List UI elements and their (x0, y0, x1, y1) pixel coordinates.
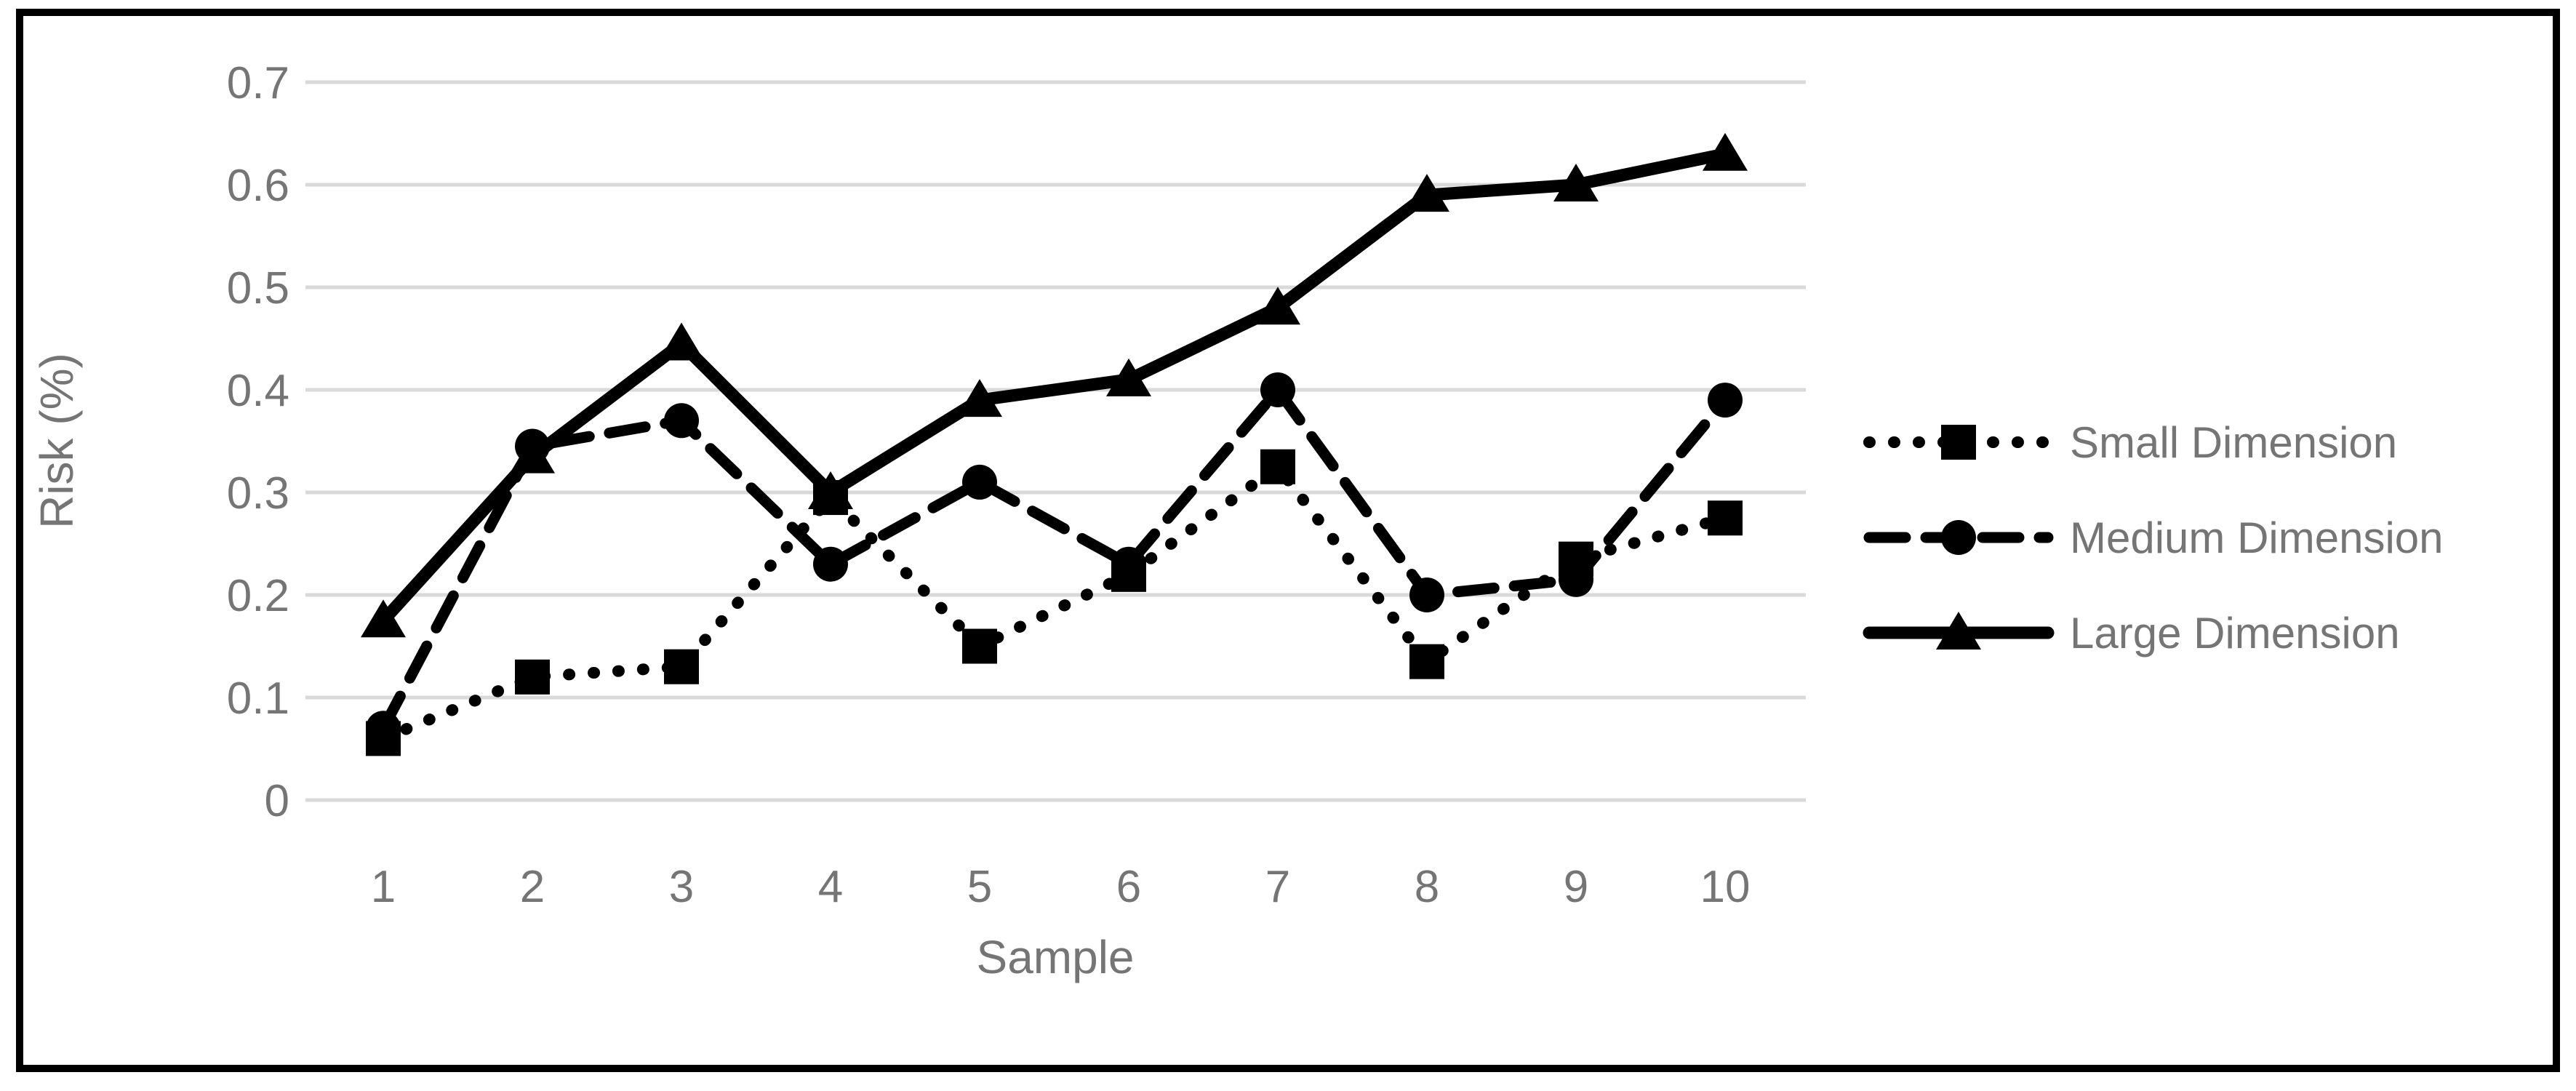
x-tick-label-8: 8 (1415, 862, 1439, 912)
marker-large-dimension-sample-7 (1255, 287, 1300, 325)
x-tick-label-5: 5 (967, 862, 992, 912)
y-tick-label-0.3: 0.3 (227, 468, 289, 519)
marker-large-dimension-sample-9 (1553, 164, 1599, 201)
marker-large-dimension-sample-8 (1404, 174, 1449, 212)
x-tick-label-1: 1 (371, 862, 396, 912)
x-tick-label-10: 10 (1700, 862, 1751, 912)
legend-label-large-dimension: Large Dimension (2070, 609, 2400, 658)
x-tick-label-9: 9 (1564, 862, 1588, 912)
x-tick-label-3: 3 (669, 862, 694, 912)
marker-medium-dimension-sample-1 (366, 711, 401, 746)
marker-medium-dimension-sample-7 (1260, 372, 1295, 407)
series-line-small-dimension (377, 460, 1731, 745)
marker-small-dimension-sample-2 (515, 659, 550, 695)
x-axis-tick-labels: 1 2 3 4 5 6 7 8 9 10 (371, 862, 1751, 912)
marker-large-dimension-sample-4 (808, 471, 853, 509)
y-tick-label-0.2: 0.2 (227, 571, 289, 621)
x-axis-title: Sample (977, 931, 1135, 983)
y-tick-label-0: 0 (265, 776, 289, 826)
marker-small-dimension-sample-3 (664, 649, 699, 684)
marker-large-dimension-sample-6 (1106, 358, 1151, 396)
marker-small-dimension-sample-5 (962, 628, 997, 664)
legend-label-small-dimension: Small Dimension (2070, 418, 2397, 467)
legend-item-large-dimension: Large Dimension (1863, 609, 2400, 658)
marker-medium-dimension-sample-8 (1409, 578, 1444, 612)
legend-label-medium-dimension: Medium Dimension (2070, 513, 2444, 562)
marker-large-dimension-sample-3 (659, 322, 704, 361)
x-tick-label-2: 2 (520, 862, 545, 912)
marker-small-dimension-sample-7 (1260, 449, 1295, 484)
y-tick-label-0.7: 0.7 (227, 58, 289, 108)
marker-large-dimension-sample-5 (957, 379, 1002, 417)
series-lines (377, 148, 1732, 745)
x-tick-label-6: 6 (1116, 862, 1141, 912)
x-tick-label-4: 4 (818, 862, 843, 912)
y-axis-tick-labels: 0 0.1 0.2 0.3 0.4 0.5 0.6 0.7 (227, 58, 289, 826)
legend-item-medium-dimension: Medium Dimension (1863, 513, 2444, 562)
series-line-medium-dimension (377, 384, 1731, 734)
marker-medium-dimension-sample-3 (664, 403, 699, 439)
y-tick-label-0.5: 0.5 (227, 263, 289, 313)
marker-medium-dimension-sample-10 (1708, 383, 1743, 418)
marker-large-dimension-sample-10 (1703, 132, 1748, 171)
marker-medium-dimension-sample-4 (813, 546, 848, 582)
y-tick-label-0.4: 0.4 (227, 366, 289, 416)
x-tick-label-7: 7 (1265, 862, 1290, 912)
series-line-large-dimension (377, 148, 1732, 627)
marker-large-dimension-sample-2 (510, 435, 555, 473)
legend: Small Dimension Medium Dimension Large Dim… (1863, 418, 2444, 658)
y-tick-label-0.1: 0.1 (227, 674, 289, 724)
marker-medium-dimension-sample-6 (1111, 546, 1146, 582)
marker-large-dimension-sample-1 (361, 599, 406, 638)
legend-item-small-dimension: Small Dimension (1863, 418, 2397, 467)
series-markers (361, 132, 1748, 756)
marker-medium-dimension-sample-9 (1559, 562, 1593, 597)
legend-marker-small-dimension (1941, 425, 1976, 460)
y-tick-label-0.6: 0.6 (227, 161, 289, 211)
marker-small-dimension-sample-8 (1409, 644, 1444, 679)
legend-marker-medium-dimension (1941, 520, 1976, 555)
legend-marker-large-dimension (1936, 612, 1981, 650)
marker-medium-dimension-sample-5 (962, 464, 997, 500)
marker-small-dimension-sample-10 (1708, 500, 1743, 536)
y-axis-title: Risk (%) (31, 353, 83, 529)
